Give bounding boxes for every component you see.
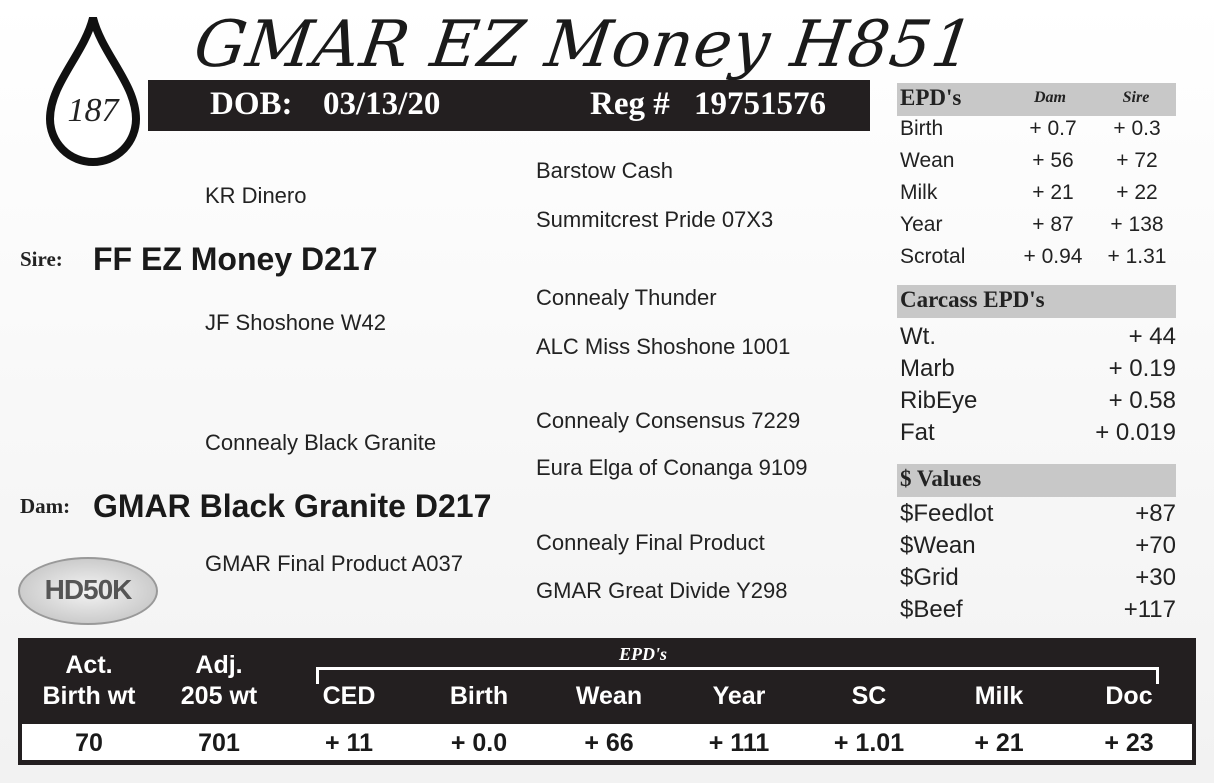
column-header: SC <box>851 682 887 710</box>
epd-dam-value: + 87 <box>1032 213 1074 236</box>
pedigree-dsd: Eura Elga of Conanga 9109 <box>536 455 808 480</box>
pedigree-sdd: ALC Miss Shoshone 1001 <box>536 334 791 359</box>
dollar-label: $Feedlot <box>900 500 994 527</box>
epd-sire-value: + 0.3 <box>1113 117 1161 140</box>
column-header: Doc <box>1105 682 1153 710</box>
info-bar: DOB: 03/13/20 Reg # 19751576 <box>148 80 870 131</box>
dob-value: 03/13/20 <box>323 86 441 122</box>
column-header: Year <box>712 682 766 710</box>
epd-group-label: EPD's <box>618 644 667 664</box>
pedigree-ssd: Summitcrest Pride 07X3 <box>536 207 774 232</box>
epd-row-label: Wean <box>900 149 955 172</box>
pedigree-ddd: GMAR Great Divide Y298 <box>536 578 788 603</box>
dollar-values-header: $ Values <box>897 464 1176 497</box>
pedigree-dss: Connealy Consensus 7229 <box>536 408 801 433</box>
column-value: + 23 <box>1104 729 1154 757</box>
epd-dam-value: + 0.7 <box>1029 117 1077 140</box>
epd-row-label: Year <box>900 213 943 236</box>
carcass-label: Wt. <box>900 323 936 350</box>
pedigree-sss: Barstow Cash <box>536 158 673 183</box>
column-header: Act. Birth wt <box>42 651 136 710</box>
dollar-label: $Grid <box>900 564 959 591</box>
drop-icon <box>45 16 141 166</box>
epd-row-label: Scrotal <box>900 245 966 268</box>
carcass-label: Fat <box>900 419 935 446</box>
epd-dam-value: + 21 <box>1032 181 1074 204</box>
dollar-value: +70 <box>1135 532 1176 559</box>
column-value: + 66 <box>584 729 634 757</box>
column-value: + 11 <box>325 729 373 757</box>
pedigree-sd: JF Shoshone W42 <box>205 310 386 335</box>
epd-bracket <box>316 667 1159 684</box>
epd-dam-value: + 0.94 <box>1023 245 1083 268</box>
reg-label: Reg # <box>590 86 670 122</box>
column-header: CED <box>322 682 376 710</box>
column-header: Wean <box>575 682 643 710</box>
carcass-value: + 0.19 <box>1108 355 1176 382</box>
carcass-value: + 0.019 <box>1095 419 1176 446</box>
carcass-label: Marb <box>900 355 955 382</box>
carcass-value: + 44 <box>1128 323 1176 350</box>
epd-sire-value: + 22 <box>1116 181 1158 204</box>
epd-dam-value: + 56 <box>1032 149 1074 172</box>
dollar-label: $Wean <box>900 532 976 559</box>
column-value: + 1.01 <box>833 729 905 757</box>
hd50k-logo: HD50K <box>18 557 158 625</box>
carcass-label: RibEye <box>900 387 978 414</box>
pedigree-ds: Connealy Black Granite <box>205 430 437 455</box>
dollar-value: +30 <box>1135 564 1176 591</box>
column-header: Birth <box>449 682 509 710</box>
epd-sire-value: + 138 <box>1110 213 1164 236</box>
pedigree-dds: Connealy Final Product <box>536 530 765 555</box>
column-value: + 0.0 <box>450 729 508 757</box>
column-header: Adj. 205 wt <box>180 651 258 710</box>
pedigree-dd: GMAR Final Product A037 <box>205 551 464 576</box>
sire-name: FF EZ Money D217 <box>93 241 378 277</box>
carcass-header: Carcass EPD's <box>897 285 1176 318</box>
epd-sire-value: + 1.31 <box>1107 245 1167 268</box>
lot-number: 187 <box>67 92 119 129</box>
epd-row-label: Milk <box>900 181 938 204</box>
epd-sire-value: + 72 <box>1116 149 1158 172</box>
dam-name: GMAR Black Granite D217 <box>93 488 492 524</box>
dam-label: Dam: <box>20 494 71 518</box>
performance-table: EPD's Act. Birth wt 70 Adj. 205 wt 701 CED + 11… <box>18 638 1196 765</box>
dollar-value: +87 <box>1135 500 1176 527</box>
column-value: + 21 <box>974 729 1024 757</box>
column-value: 70 <box>75 729 103 757</box>
epd-header: EPD's Dam Sire <box>897 83 1176 116</box>
pedigree-sds: Connealy Thunder <box>536 285 717 310</box>
column-value: + 111 <box>708 729 770 757</box>
sire-label: Sire: <box>20 247 63 271</box>
reg-value: 19751576 <box>694 86 826 122</box>
column-value: 701 <box>198 729 240 757</box>
dollar-label: $Beef <box>900 596 963 623</box>
column-header: Milk <box>974 682 1024 710</box>
dob-label: DOB: <box>210 86 293 122</box>
epd-row-label: Birth <box>900 117 944 140</box>
carcass-value: + 0.58 <box>1108 387 1176 414</box>
pedigree-ss: KR Dinero <box>205 183 307 208</box>
dollar-value: +117 <box>1123 596 1176 623</box>
animal-name: GMAR EZ Money H851 <box>189 8 979 82</box>
